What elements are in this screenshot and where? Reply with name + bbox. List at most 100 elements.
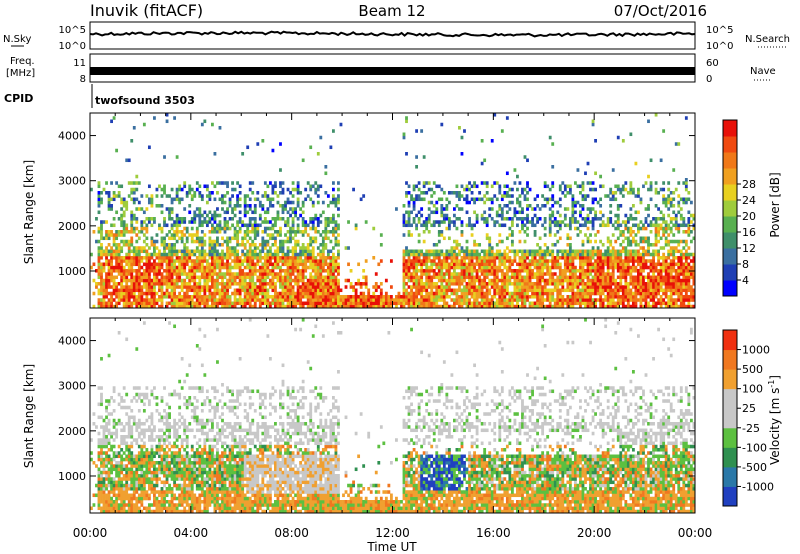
power-cell-351 — [130, 210, 134, 215]
power-cell-2273 — [326, 249, 330, 254]
power-cell-3649 — [523, 285, 527, 289]
power-cell-4373 — [604, 304, 608, 309]
power-cell-238 — [120, 256, 124, 260]
power-cell-3015 — [453, 269, 456, 273]
power-cell-2365 — [337, 285, 340, 289]
power-cell-31 — [97, 226, 101, 231]
power-cell-4735 — [642, 282, 645, 286]
power-cell-1945 — [294, 265, 298, 270]
power-cell-1586 — [258, 282, 262, 286]
power-cell-1736 — [274, 275, 277, 280]
power-cell-2141 — [314, 275, 318, 280]
power-cell-3000 — [450, 256, 454, 260]
power-cell-1474 — [246, 194, 250, 198]
power-cell-713 — [170, 265, 174, 270]
power-cell-2748 — [422, 282, 426, 286]
power-cell-2025 — [301, 249, 305, 254]
power-cell-2646 — [412, 295, 416, 299]
power-cell-4017 — [566, 282, 570, 286]
power-cell-3896 — [551, 256, 555, 260]
power-cell-2840 — [432, 275, 436, 280]
power-cell-4143 — [579, 252, 582, 257]
power-cell-674 — [165, 194, 169, 198]
power-cell-4358 — [601, 282, 605, 286]
power-cell-468 — [142, 246, 146, 250]
power-cell-226 — [120, 295, 124, 299]
power-cell-1924 — [291, 236, 295, 241]
power-cell-2193 — [319, 272, 323, 276]
power-cell-3817 — [543, 304, 547, 309]
power-cell-1401 — [238, 197, 242, 202]
power-cell-1167 — [216, 275, 219, 280]
power-cell-2266 — [326, 275, 330, 280]
power-cell-988 — [198, 259, 202, 263]
power-cell-516 — [147, 252, 151, 257]
power-cell-4767 — [644, 226, 648, 231]
power-cell-3465 — [503, 291, 507, 296]
power-cell-536 — [150, 256, 154, 260]
power-cell-2215 — [321, 278, 325, 283]
power-cell-563 — [153, 249, 156, 254]
power-cell-524 — [150, 304, 154, 309]
power-cell-3532 — [510, 298, 514, 302]
power-cell-2284 — [329, 295, 333, 299]
power-cell-2291 — [329, 272, 333, 276]
power-cell-2214 — [321, 282, 325, 286]
power-cell-591 — [158, 288, 161, 293]
power-cell-1338 — [233, 272, 237, 276]
power-cell-2071 — [306, 249, 310, 254]
power-cell-27 — [97, 249, 101, 254]
power-cell-2247 — [324, 236, 328, 241]
power-cell-2548 — [402, 298, 406, 302]
power-cell-4024 — [566, 256, 570, 260]
power-cell-4014 — [566, 295, 570, 299]
power-cell-232 — [120, 275, 124, 280]
power-cell-2749 — [422, 272, 426, 276]
power-cell-1775 — [276, 194, 280, 198]
power-cell-2355 — [334, 220, 338, 224]
power-cell-4110 — [576, 298, 580, 302]
power-cell-2827 — [430, 249, 434, 254]
power-cell-40 — [100, 304, 103, 309]
power-cell-1768 — [276, 246, 280, 250]
power-cell-555 — [153, 278, 156, 283]
power-cell-4824 — [652, 291, 655, 296]
power-cell-389 — [135, 282, 139, 286]
power-cell-2685 — [415, 249, 419, 254]
power-cell-3585 — [516, 252, 519, 257]
power-cell-3315 — [485, 252, 489, 257]
power-cell-3629 — [521, 265, 524, 270]
power-cell-1587 — [258, 278, 262, 283]
power-cell-2670 — [415, 298, 419, 302]
power-cell-4958 — [664, 230, 668, 234]
power-cell-1503 — [248, 197, 252, 202]
power-cell-4812 — [649, 230, 653, 234]
power-cell-41 — [100, 301, 103, 306]
power-cell-1353 — [233, 187, 237, 192]
power-cell-2719 — [420, 304, 424, 309]
power-cell-4173 — [581, 207, 585, 211]
power-cell-2623 — [410, 304, 413, 309]
power-cell-4305 — [594, 171, 597, 176]
power-cell-1438 — [243, 252, 247, 257]
power-cell-1755 — [276, 301, 280, 306]
power-cell-1115 — [211, 259, 214, 263]
power-cell-1528 — [251, 217, 255, 221]
power-cell-1832 — [284, 295, 287, 299]
power-cell-576 — [155, 272, 159, 276]
power-cell-3651 — [523, 278, 527, 283]
power-cell-1284 — [226, 184, 229, 189]
power-cell-3108 — [463, 272, 466, 276]
power-cell-18 — [97, 282, 101, 286]
power-cell-4697 — [637, 243, 640, 247]
power-cell-473 — [142, 210, 146, 215]
power-cell-319 — [127, 246, 131, 250]
power-cell-3053 — [458, 301, 461, 306]
power-cell-2089 — [309, 265, 313, 270]
power-cell-439 — [140, 288, 144, 293]
power-cell-2408 — [347, 278, 350, 283]
power-cell-3891 — [551, 275, 555, 280]
power-cell-2759 — [422, 197, 426, 202]
power-cell-915 — [190, 252, 194, 257]
power-cell-4536 — [621, 301, 625, 306]
